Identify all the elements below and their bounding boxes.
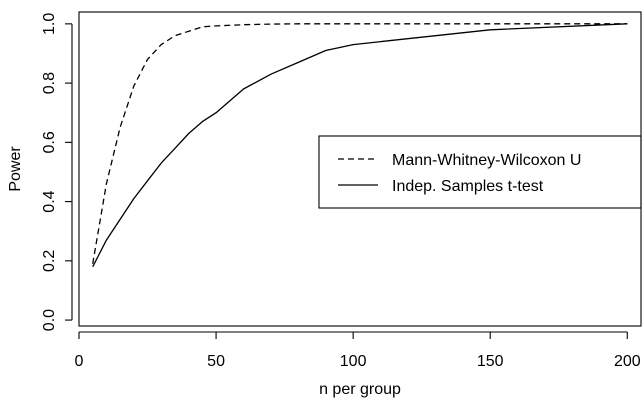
series-line-mann-whitney xyxy=(92,23,628,264)
x-tick-label: 200 xyxy=(614,353,641,370)
x-tick-label: 50 xyxy=(207,353,225,370)
y-tick-label: 0.4 xyxy=(41,190,58,212)
plot-frame xyxy=(78,11,642,327)
x-tick-label: 150 xyxy=(477,353,504,370)
x-axis: 0 50 100 150 200 xyxy=(75,331,641,370)
y-tick-label: 0.6 xyxy=(41,131,58,153)
y-tick-label: 0.2 xyxy=(41,250,58,272)
x-tick-label: 100 xyxy=(340,353,367,370)
y-axis-label: Power xyxy=(7,146,24,192)
y-axis: 0.0 0.2 0.4 0.6 0.8 1.0 xyxy=(41,13,73,331)
legend-box xyxy=(318,135,642,209)
legend-label-mann-whitney: Mann-Whitney-Wilcoxon U xyxy=(392,152,581,169)
x-tick-label: 0 xyxy=(75,353,84,370)
x-axis-label: n per group xyxy=(319,381,401,398)
series-layer xyxy=(92,23,628,268)
y-tick-label: 0.0 xyxy=(41,309,58,331)
legend: Mann-Whitney-Wilcoxon U Indep. Samples t… xyxy=(318,135,642,209)
y-tick-label: 0.8 xyxy=(41,72,58,94)
legend-label-t-test: Indep. Samples t-test xyxy=(392,178,544,195)
y-tick-label: 1.0 xyxy=(41,13,58,35)
series-line-t-test xyxy=(92,23,628,268)
